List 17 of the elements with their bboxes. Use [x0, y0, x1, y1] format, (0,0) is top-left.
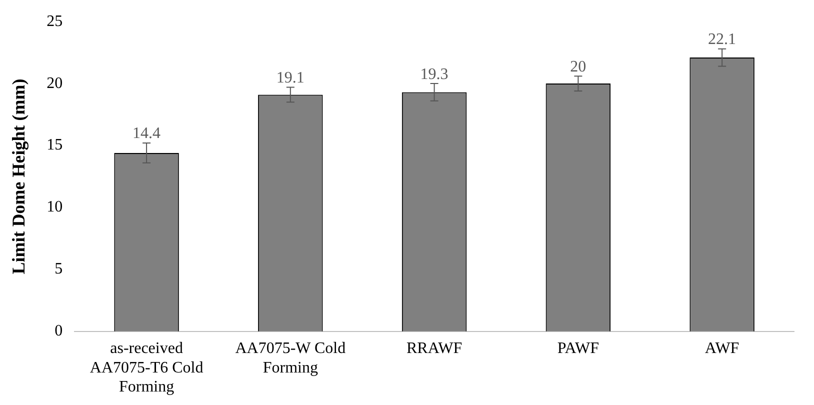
x-tick-label: RRAWF [406, 340, 462, 358]
data-label: 22.1 [708, 31, 736, 48]
x-tick-label: PAWF [557, 340, 600, 358]
data-label: 14.4 [132, 125, 161, 142]
x-tick-label: as-received AA7075-T6 Cold Forming [90, 340, 204, 396]
y-tick-label: 15 [46, 136, 63, 154]
y-axis-title: Limit Dome Height (mm) [8, 78, 28, 274]
y-tick-label: 0 [54, 322, 63, 340]
y-tick-label: 10 [46, 198, 63, 216]
data-label: 19.3 [420, 66, 448, 83]
y-tick-label: 5 [54, 260, 63, 278]
y-tick-label: 25 [46, 12, 63, 30]
y-tick-label: 20 [46, 74, 63, 92]
x-tick-label: AWF [704, 340, 740, 358]
data-label: 20 [570, 58, 586, 76]
x-tick-label: AA7075-W Cold Forming [235, 340, 346, 376]
data-label: 19.1 [276, 69, 304, 86]
